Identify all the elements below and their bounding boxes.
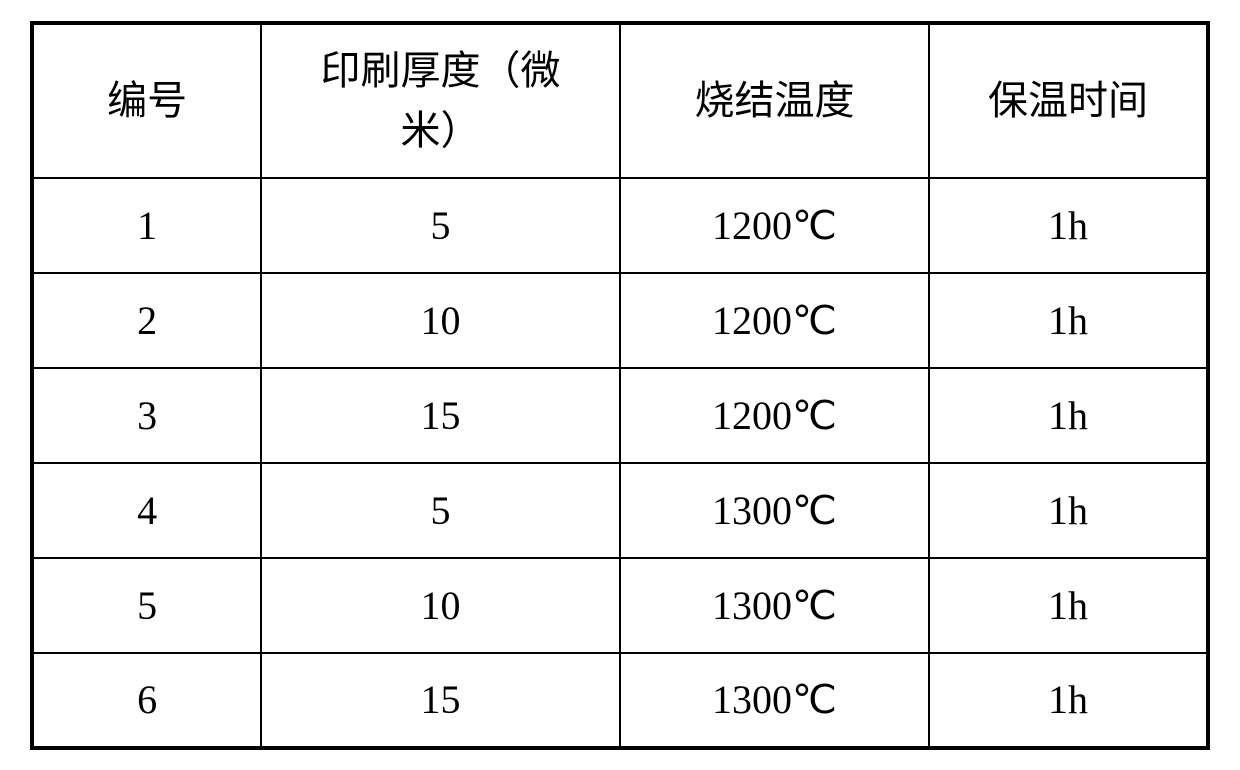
cell-thickness: 5 (261, 178, 620, 273)
cell-temperature: 1200℃ (620, 178, 929, 273)
cell-thickness: 10 (261, 558, 620, 653)
cell-number: 5 (32, 558, 261, 653)
col-header-thickness: 印刷厚度（微米） (261, 23, 620, 178)
table-row: 5 10 1300℃ 1h (32, 558, 1208, 653)
cell-temperature: 1300℃ (620, 653, 929, 748)
table-body: 1 5 1200℃ 1h 2 10 1200℃ 1h 3 15 1200℃ 1h… (32, 178, 1208, 748)
cell-thickness: 10 (261, 273, 620, 368)
cell-temperature: 1200℃ (620, 273, 929, 368)
table-row: 3 15 1200℃ 1h (32, 368, 1208, 463)
table-row: 6 15 1300℃ 1h (32, 653, 1208, 748)
cell-time: 1h (929, 273, 1208, 368)
cell-temperature: 1200℃ (620, 368, 929, 463)
cell-time: 1h (929, 178, 1208, 273)
cell-time: 1h (929, 653, 1208, 748)
cell-temperature: 1300℃ (620, 463, 929, 558)
table-row: 4 5 1300℃ 1h (32, 463, 1208, 558)
cell-thickness: 5 (261, 463, 620, 558)
cell-number: 2 (32, 273, 261, 368)
cell-temperature: 1300℃ (620, 558, 929, 653)
col-header-number: 编号 (32, 23, 261, 178)
cell-time: 1h (929, 368, 1208, 463)
cell-number: 4 (32, 463, 261, 558)
header-row: 编号 印刷厚度（微米） 烧结温度 保温时间 (32, 23, 1208, 178)
data-table: 编号 印刷厚度（微米） 烧结温度 保温时间 1 5 1200℃ 1h 2 10 … (30, 21, 1210, 750)
cell-number: 3 (32, 368, 261, 463)
cell-thickness: 15 (261, 368, 620, 463)
cell-number: 1 (32, 178, 261, 273)
cell-number: 6 (32, 653, 261, 748)
cell-time: 1h (929, 463, 1208, 558)
col-header-temperature: 烧结温度 (620, 23, 929, 178)
col-header-time: 保温时间 (929, 23, 1208, 178)
table-row: 2 10 1200℃ 1h (32, 273, 1208, 368)
table-head: 编号 印刷厚度（微米） 烧结温度 保温时间 (32, 23, 1208, 178)
data-table-container: 编号 印刷厚度（微米） 烧结温度 保温时间 1 5 1200℃ 1h 2 10 … (30, 21, 1210, 750)
table-row: 1 5 1200℃ 1h (32, 178, 1208, 273)
cell-thickness: 15 (261, 653, 620, 748)
cell-time: 1h (929, 558, 1208, 653)
